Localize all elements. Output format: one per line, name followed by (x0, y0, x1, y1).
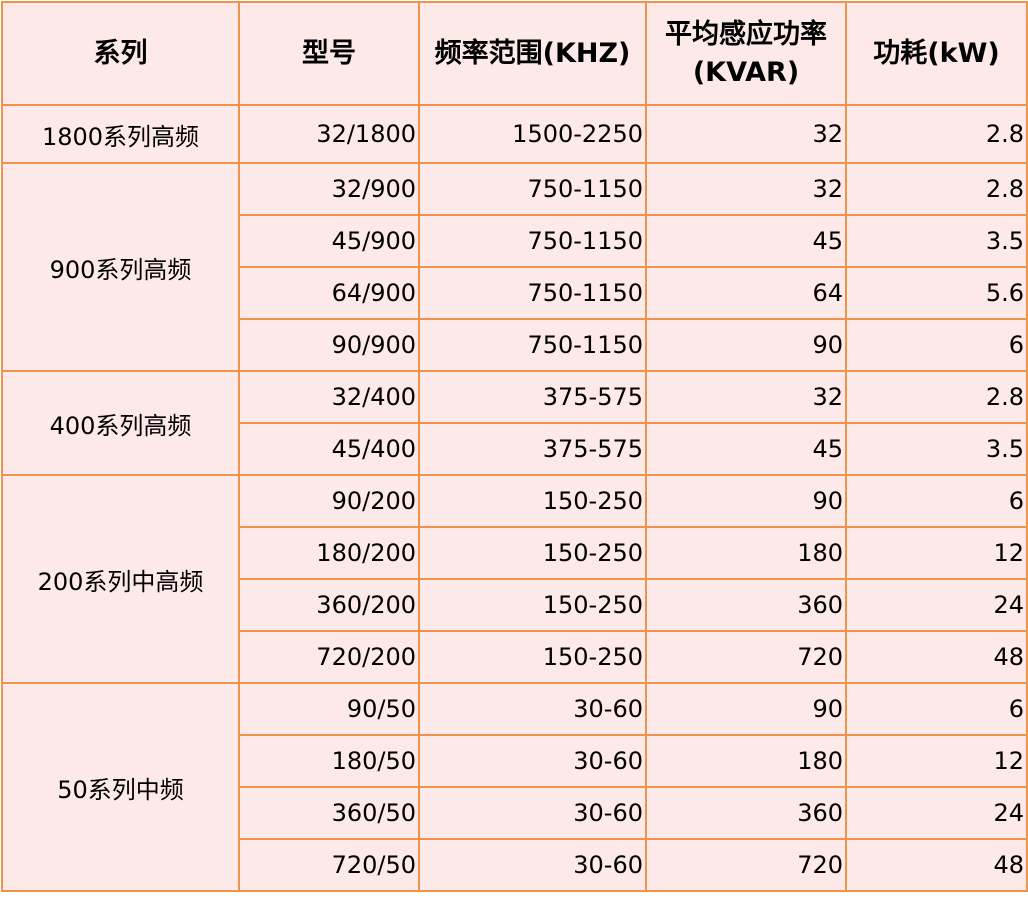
power-cell: 720 (645, 838, 847, 892)
table-row: 1800系列高频 32/1800 1500-2250 32 2.8 (1, 104, 1028, 164)
model-cell: 45/900 (238, 214, 420, 268)
header-power-consumption: 功耗(kW) (845, 1, 1028, 106)
power-cell: 360 (645, 786, 847, 840)
table-row: 50系列中频 90/50 30-60 90 6 (1, 682, 1028, 892)
table-row: 64/900 750-1150 64 5.6 (2, 266, 1028, 320)
model-cell: 32/900 (238, 162, 420, 216)
frequency-cell: 750-1150 (418, 162, 647, 216)
power-cell: 45 (645, 214, 847, 268)
series-cell: 900系列高频 (1, 162, 240, 372)
frequency-cell: 30-60 (418, 838, 647, 892)
frequency-cell: 30-60 (418, 734, 647, 788)
header-series: 系列 (1, 1, 240, 106)
table-row: 720/200 150-250 720 48 (2, 630, 1028, 684)
frequency-cell: 150-250 (418, 474, 647, 528)
power-cell: 32 (645, 162, 847, 216)
table-row: 45/400 375-575 45 3.5 (2, 422, 1028, 476)
power-cell: 90 (645, 318, 847, 372)
table-row: 360/50 30-60 360 24 (2, 786, 1028, 840)
table-row: 180/200 150-250 180 12 (2, 526, 1028, 580)
power-cell: 180 (645, 526, 847, 580)
consumption-cell: 12 (845, 526, 1028, 580)
model-cell: 90/200 (238, 474, 420, 528)
table-row: 200系列中高频 90/200 150-250 90 6 (1, 474, 1028, 684)
power-cell: 32 (645, 104, 847, 164)
frequency-cell: 150-250 (418, 526, 647, 580)
consumption-cell: 24 (845, 578, 1028, 632)
frequency-cell: 750-1150 (418, 266, 647, 320)
header-row: 系列 型号 频率范围(KHZ) 平均感应功率(KVAR) 功耗(kW) (1, 1, 1028, 106)
frequency-cell: 30-60 (418, 682, 647, 736)
frequency-cell: 30-60 (418, 786, 647, 840)
consumption-cell: 48 (845, 630, 1028, 684)
consumption-cell: 6 (845, 474, 1028, 528)
power-cell: 360 (645, 578, 847, 632)
series-cell: 1800系列高频 (1, 104, 240, 164)
consumption-cell: 3.5 (845, 422, 1028, 476)
model-cell: 180/200 (238, 526, 420, 580)
power-cell: 720 (645, 630, 847, 684)
power-cell: 90 (645, 474, 847, 528)
table-row: 180/50 30-60 180 12 (2, 734, 1028, 788)
consumption-cell: 3.5 (845, 214, 1028, 268)
table-row: 900系列高频 32/900 750-1150 32 2.8 (1, 162, 1028, 372)
model-cell: 360/200 (238, 578, 420, 632)
consumption-cell: 2.8 (845, 370, 1028, 424)
table-body: 1800系列高频 32/1800 1500-2250 32 2.8 900系列高频 32/9… (1, 104, 1028, 892)
consumption-cell: 6 (845, 318, 1028, 372)
header-average-induction-power: 平均感应功率(KVAR) (645, 1, 847, 106)
consumption-cell: 5.6 (845, 266, 1028, 320)
frequency-cell: 150-250 (418, 578, 647, 632)
model-cell: 64/900 (238, 266, 420, 320)
power-cell: 45 (645, 422, 847, 476)
frequency-cell: 150-250 (418, 630, 647, 684)
model-cell: 720/200 (238, 630, 420, 684)
model-cell: 360/50 (238, 786, 420, 840)
power-cell: 90 (645, 682, 847, 736)
model-cell: 90/900 (238, 318, 420, 372)
header-frequency-range: 频率范围(KHZ) (418, 1, 647, 106)
table-header: 系列 型号 频率范围(KHZ) 平均感应功率(KVAR) 功耗(kW) (1, 1, 1028, 106)
model-cell: 45/400 (238, 422, 420, 476)
consumption-cell: 2.8 (845, 104, 1028, 164)
table-row: 90/900 750-1150 90 6 (2, 318, 1028, 372)
frequency-cell: 750-1150 (418, 318, 647, 372)
power-cell: 32 (645, 370, 847, 424)
table-row: 720/50 30-60 720 48 (2, 838, 1028, 892)
table-row: 360/200 150-250 360 24 (2, 578, 1028, 632)
table-row: 45/900 750-1150 45 3.5 (2, 214, 1028, 268)
model-cell: 32/400 (238, 370, 420, 424)
consumption-cell: 12 (845, 734, 1028, 788)
model-cell: 180/50 (238, 734, 420, 788)
model-cell: 720/50 (238, 838, 420, 892)
header-model: 型号 (238, 1, 420, 106)
model-cell: 32/1800 (238, 104, 420, 164)
consumption-cell: 48 (845, 838, 1028, 892)
consumption-cell: 24 (845, 786, 1028, 840)
frequency-cell: 375-575 (418, 422, 647, 476)
series-cell: 200系列中高频 (1, 474, 240, 684)
series-cell: 400系列高频 (1, 370, 240, 476)
frequency-cell: 750-1150 (418, 214, 647, 268)
consumption-cell: 6 (845, 682, 1028, 736)
table-row: 400系列高频 32/400 375-575 32 2.8 (1, 370, 1028, 476)
power-cell: 64 (645, 266, 847, 320)
series-cell: 50系列中频 (1, 682, 240, 892)
model-cell: 90/50 (238, 682, 420, 736)
consumption-cell: 2.8 (845, 162, 1028, 216)
frequency-cell: 1500-2250 (418, 104, 647, 164)
power-cell: 180 (645, 734, 847, 788)
frequency-cell: 375-575 (418, 370, 647, 424)
